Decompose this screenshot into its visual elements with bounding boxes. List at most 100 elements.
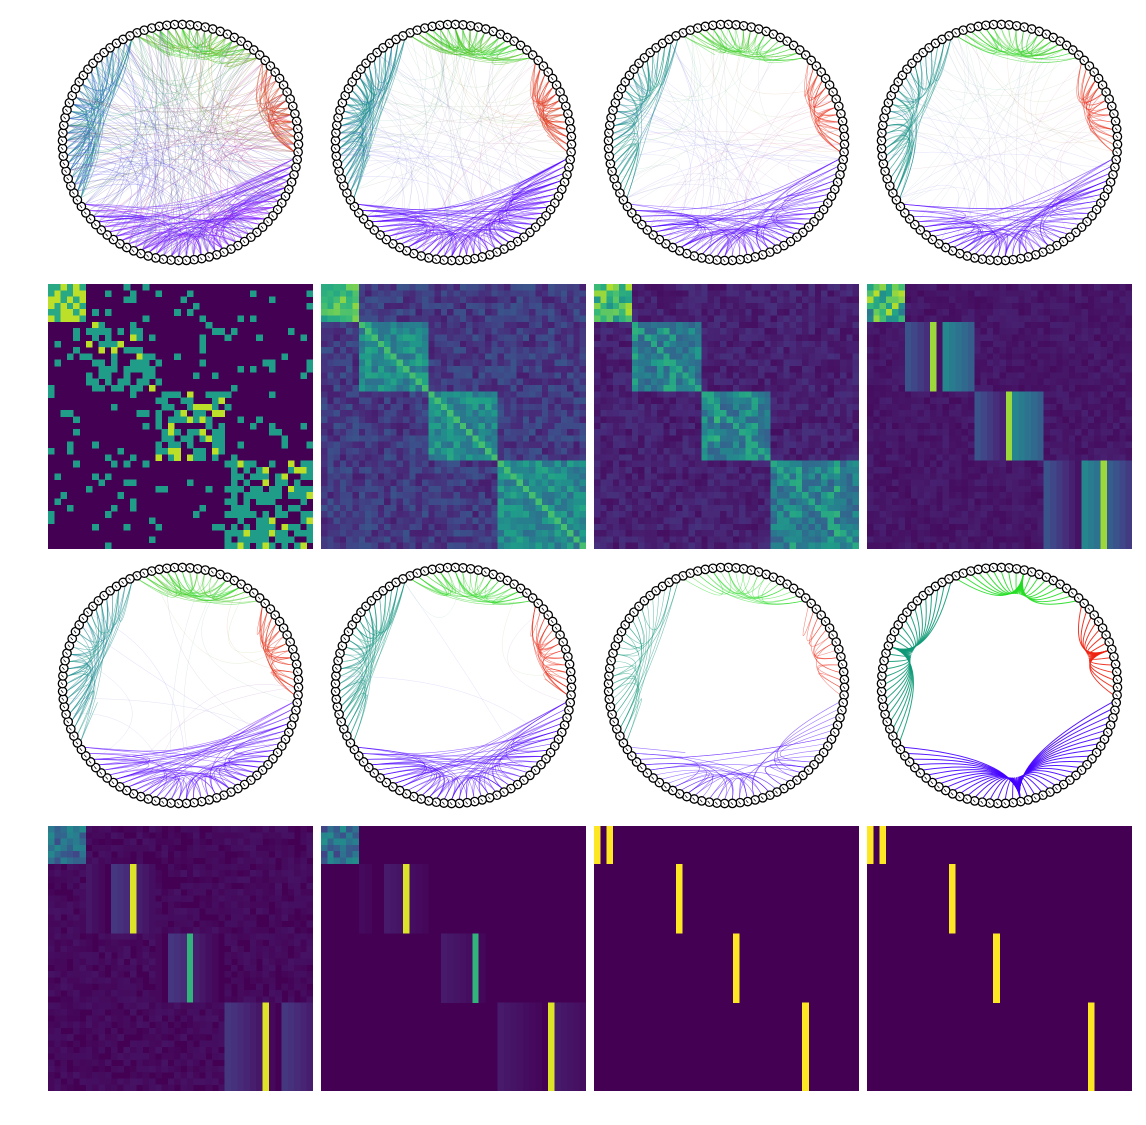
matrix-cell — [371, 473, 379, 480]
matrix-cell — [529, 530, 536, 537]
cross-edge — [84, 55, 142, 205]
cross-edge — [101, 60, 237, 243]
intra-edge — [947, 232, 989, 253]
matrix-cell — [554, 454, 562, 461]
matrix-cell — [548, 454, 555, 461]
matrix-cell — [745, 347, 753, 354]
matrix-cell — [503, 397, 511, 405]
cross-edge — [379, 55, 475, 255]
matrix-cell — [491, 340, 498, 348]
matrix-cell — [377, 353, 385, 361]
matrix-cell — [346, 284, 353, 291]
intra-edge — [357, 204, 548, 212]
matrix-cell — [73, 284, 80, 291]
matrix-cell — [428, 284, 435, 291]
cross-edge — [69, 118, 144, 237]
intra-edge — [681, 226, 801, 248]
matrix-cell — [688, 353, 696, 361]
matrix-cell — [358, 530, 366, 537]
intra-edge — [394, 166, 566, 241]
matrix-cell — [770, 334, 778, 342]
matrix-cell — [600, 321, 607, 329]
node-tick — [419, 254, 423, 258]
matrix-cell — [352, 328, 360, 335]
matrix-cell — [396, 372, 404, 379]
intra-edge — [260, 68, 294, 130]
matrix-cell — [701, 309, 708, 316]
matrix-cell — [631, 290, 639, 297]
matrix-cell — [365, 523, 372, 531]
matrix-cell — [852, 353, 859, 361]
matrix-cell — [726, 296, 734, 304]
matrix-cell — [447, 403, 454, 411]
matrix-cell — [123, 347, 131, 354]
matrix-cell — [66, 290, 74, 297]
cross-edge — [715, 28, 736, 257]
intra-edge — [917, 216, 966, 228]
node-tick — [831, 90, 835, 94]
matrix-cell — [459, 422, 467, 430]
matrix-cell — [846, 328, 853, 335]
node-tick — [1007, 23, 1011, 27]
matrix-cell — [510, 328, 517, 335]
matrix-cell — [447, 321, 454, 329]
matrix-cell — [535, 448, 543, 455]
matrix-cell — [579, 542, 586, 549]
matrix-cell — [644, 315, 652, 323]
matrix-cell — [371, 296, 379, 304]
matrix-cell — [66, 448, 74, 455]
matrix-cell — [579, 334, 586, 342]
matrix-cell — [358, 479, 366, 487]
matrix-cell — [554, 479, 562, 487]
matrix-cell — [453, 504, 461, 512]
intra-edge — [376, 224, 427, 233]
matrix-cell — [346, 359, 353, 367]
cross-edge — [197, 32, 255, 230]
matrix-cell — [707, 334, 715, 342]
matrix-cell — [795, 290, 803, 297]
matrix-cell — [478, 410, 486, 417]
matrix-cell — [403, 347, 410, 354]
matrix-cell — [333, 334, 341, 342]
matrix-cell — [751, 347, 759, 354]
matrix-cell — [701, 328, 708, 335]
matrix-cell — [852, 366, 859, 373]
matrix-cell — [333, 384, 341, 392]
matrix-cell — [409, 290, 416, 297]
matrix-cell — [434, 372, 442, 379]
matrix-cell — [377, 454, 385, 461]
matrix-cell — [321, 504, 328, 512]
matrix-cell — [321, 296, 328, 304]
graph-node — [330, 143, 341, 154]
matrix-cell — [485, 391, 492, 398]
matrix-cell — [358, 473, 366, 480]
matrix-cell — [466, 460, 473, 468]
intra-edge — [695, 232, 769, 253]
matrix-cell — [707, 372, 715, 379]
matrix-cell — [535, 454, 543, 461]
matrix-cell — [510, 530, 517, 537]
matrix-cell — [358, 347, 366, 354]
matrix-cell — [421, 315, 429, 323]
matrix-cell — [846, 309, 853, 316]
node-tick — [879, 139, 883, 143]
matrix-cell — [262, 523, 270, 531]
matrix-cell — [339, 340, 347, 348]
node-tick — [645, 228, 649, 232]
matrix-cell — [409, 315, 416, 323]
graph-node — [1000, 255, 1011, 266]
matrix-cell — [148, 372, 156, 379]
matrix-cell — [676, 334, 683, 342]
matrix-cell — [529, 429, 536, 436]
matrix-cell — [294, 523, 301, 531]
matrix-cell — [321, 302, 328, 310]
intra-edge — [207, 207, 275, 254]
matrix-cell — [688, 309, 696, 316]
matrix-cell — [352, 359, 360, 367]
matrix-cell — [802, 359, 809, 367]
node-tick — [609, 116, 613, 120]
intra-edge — [98, 213, 266, 223]
matrix-cell — [503, 498, 511, 506]
matrix-cell — [434, 290, 442, 297]
cross-edge — [385, 31, 427, 103]
